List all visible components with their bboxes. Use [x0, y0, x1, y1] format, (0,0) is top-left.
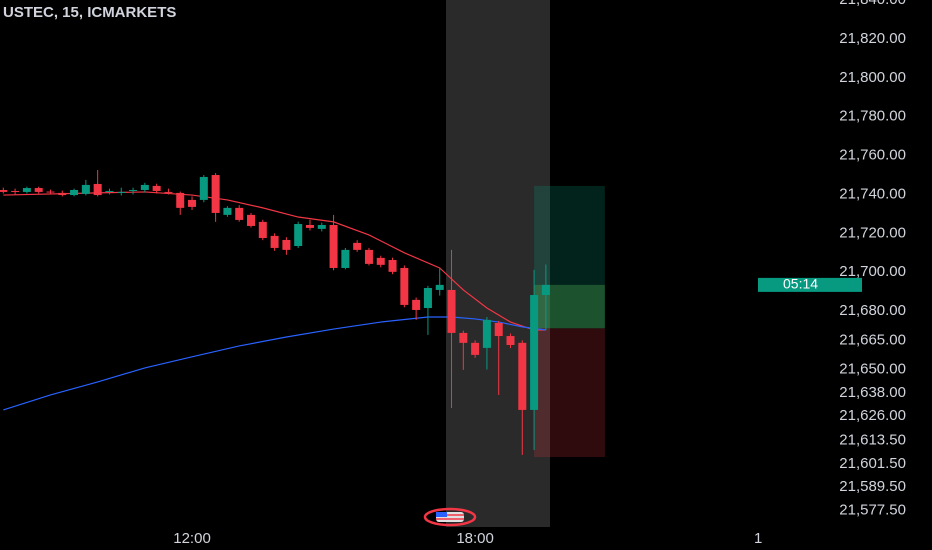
y-tick-label: 21,680.00: [839, 302, 906, 319]
candle-body: [223, 207, 232, 215]
candle-body: [11, 190, 20, 192]
candle-body: [376, 257, 385, 265]
chart-title: USTEC, 15, ICMARKETS: [3, 4, 176, 21]
price-tag: [758, 277, 862, 292]
candle-body: [482, 319, 491, 348]
position-loss-zone: [534, 328, 605, 457]
y-tick-label: 21,780.00: [839, 108, 906, 125]
candle-body: [176, 192, 185, 208]
candle-body: [341, 249, 350, 268]
candle-body: [152, 185, 161, 191]
y-tick-label: 21,820.00: [839, 30, 906, 47]
y-tick-label: 21,720.00: [839, 224, 906, 241]
candle-body: [412, 299, 421, 310]
candle-body: [423, 288, 432, 309]
candle-body: [93, 183, 102, 196]
y-tick-label: 21,613.50: [839, 431, 906, 448]
candle-body: [317, 224, 326, 229]
candle-body: [0, 189, 8, 192]
session-highlight: [446, 0, 550, 527]
candle-body: [105, 190, 114, 192]
candle-body: [400, 267, 409, 305]
y-tick-label: 21,665.00: [839, 331, 906, 348]
y-tick-label: 21,740.00: [839, 185, 906, 202]
candle-body: [188, 199, 197, 207]
y-tick-label: 21,589.50: [839, 478, 906, 495]
y-tick-label: 21,577.50: [839, 501, 906, 518]
candle-body: [211, 175, 220, 213]
candle-body: [353, 242, 362, 250]
candle-body: [282, 239, 291, 250]
candle-body: [506, 336, 515, 345]
candle-body: [435, 284, 444, 290]
candle-body: [247, 214, 256, 226]
candle-body: [541, 284, 550, 296]
y-tick-label: 21,840.00: [839, 0, 906, 8]
flag-icon[interactable]: [423, 507, 477, 527]
candle-body: [70, 189, 79, 196]
candle-body: [22, 188, 31, 192]
x-tick-label: 12:00: [173, 530, 211, 547]
candle-body: [235, 207, 244, 220]
candle-body: [494, 323, 503, 337]
candle-body: [34, 188, 43, 192]
y-tick-label: 21,601.50: [839, 455, 906, 472]
candle-body: [305, 224, 314, 228]
countdown-label: 05:14: [783, 276, 818, 292]
candle-body: [270, 235, 279, 248]
candle-body: [58, 192, 67, 196]
candle-body: [117, 191, 126, 193]
candle-body: [364, 249, 373, 264]
candle-body: [329, 224, 338, 268]
y-tick-label: 21,760.00: [839, 147, 906, 164]
candle-body: [388, 259, 397, 272]
candle-body: [46, 191, 55, 193]
candle-body: [518, 342, 527, 410]
y-tick-label: 21,638.00: [839, 384, 906, 401]
candle-body: [129, 189, 138, 191]
plot: [0, 169, 605, 457]
y-tick-label: 21,800.00: [839, 69, 906, 86]
candle-body: [140, 184, 149, 190]
candle-body: [258, 221, 267, 239]
candle-body: [294, 224, 303, 246]
candle-body: [199, 176, 208, 200]
candle-body: [447, 289, 456, 333]
x-tick-label: 1: [754, 530, 762, 547]
x-tick-label: 18:00: [456, 530, 494, 547]
candle-body: [164, 191, 173, 193]
candle-body: [530, 295, 539, 410]
y-tick-label: 21,650.00: [839, 360, 906, 377]
y-tick-label: 21,626.00: [839, 407, 906, 424]
candle-body: [81, 184, 90, 194]
candle-body: [471, 342, 480, 355]
y-tick-label: 21,700.00: [839, 263, 906, 280]
candle-body: [459, 332, 468, 343]
